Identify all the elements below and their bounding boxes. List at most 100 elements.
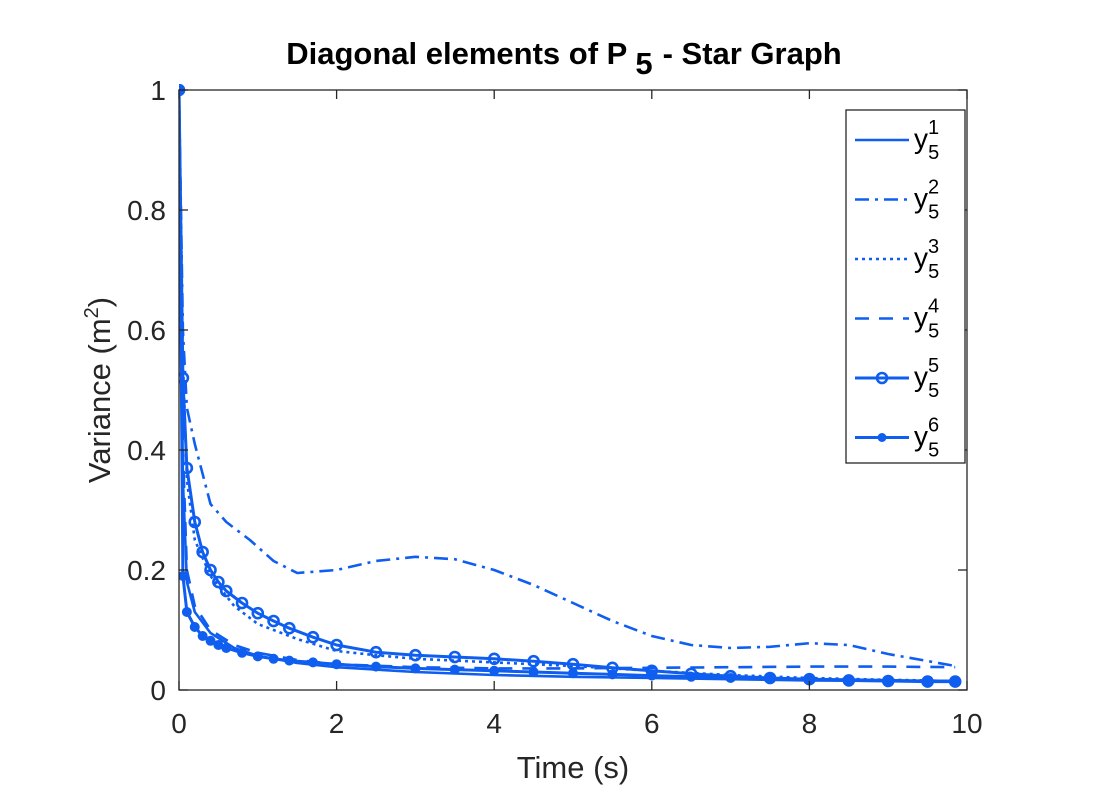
- legend: y1 5y2 5y3 5y4 5y5 5y6 5: [845, 109, 966, 464]
- x-tick-label: 8: [802, 708, 818, 739]
- legend-label-6: y6 5: [914, 415, 939, 462]
- x-tick-label: 6: [644, 708, 660, 739]
- legend-name: y: [914, 242, 928, 273]
- y-axis-label-superscript: 2: [81, 307, 103, 318]
- title-main: Diagonal elements of P: [286, 36, 627, 71]
- data-point: [765, 673, 775, 684]
- y-tick-label: 0.2: [127, 555, 166, 586]
- data-point: [221, 643, 232, 653]
- legend-subscript: 5: [928, 142, 939, 164]
- legend-superscript: 3: [928, 236, 939, 258]
- data-point: [205, 635, 216, 646]
- data-point: [212, 575, 225, 589]
- y-axis-label-suffix: ): [82, 297, 117, 307]
- x-tick-label: 2: [329, 708, 345, 739]
- series-2: [179, 89, 956, 668]
- data-point: [646, 670, 657, 681]
- legend-superscript: 6: [928, 415, 939, 437]
- title-suffix: - Star Graph: [663, 36, 842, 71]
- legend-subscript: 5: [928, 261, 939, 283]
- y-axis-label: Variance (m2): [81, 297, 117, 483]
- data-point: [219, 584, 233, 598]
- legend-superscript: 4: [928, 296, 939, 318]
- data-point: [487, 652, 501, 666]
- data-point: [607, 669, 618, 680]
- legend-subscript: 5: [928, 440, 939, 462]
- data-point: [843, 674, 854, 685]
- data-point: [283, 621, 296, 635]
- y-tick-label: 0: [150, 675, 166, 706]
- data-point: [268, 653, 279, 664]
- data-point: [251, 606, 265, 620]
- x-tick-label: 4: [486, 708, 502, 739]
- data-point: [330, 638, 343, 652]
- title-subscript: 5: [635, 46, 652, 81]
- data-point: [883, 675, 894, 686]
- data-point: [196, 545, 209, 559]
- legend-superscript: 1: [928, 117, 939, 139]
- data-point: [179, 371, 190, 385]
- legend-label-4: y4 5: [914, 296, 939, 343]
- data-point: [449, 664, 460, 675]
- legend-name: y: [914, 421, 928, 452]
- plot-area: [179, 84, 962, 688]
- data-point: [307, 657, 318, 668]
- data-point: [410, 663, 421, 674]
- data-point: [306, 630, 320, 644]
- y-tick-label: 1: [150, 75, 166, 106]
- series-3: [179, 89, 956, 683]
- x-tick-label: 0: [171, 708, 187, 739]
- series-line-2: [179, 89, 956, 668]
- data-point: [237, 647, 248, 658]
- legend-subscript: 5: [928, 321, 939, 343]
- data-point: [489, 665, 500, 676]
- legend-name: y: [914, 302, 928, 333]
- data-point: [369, 645, 383, 659]
- series-line-3: [179, 89, 956, 683]
- legend-label-5: y5 5: [914, 355, 939, 402]
- legend-subscript: 5: [928, 380, 939, 402]
- x-axis-label: Time (s): [517, 750, 630, 785]
- axes-box: [178, 89, 968, 691]
- legend-label-2: y2 5: [914, 177, 939, 224]
- legend-box: [845, 109, 966, 464]
- data-point: [235, 596, 249, 610]
- legend-name: y: [914, 183, 928, 214]
- data-point: [568, 668, 578, 679]
- data-point: [284, 655, 295, 666]
- data-point: [267, 614, 280, 628]
- legend-marker: [875, 371, 889, 385]
- data-point: [181, 607, 192, 617]
- data-point: [371, 661, 381, 672]
- y-tick-label: 0.4: [127, 435, 166, 466]
- data-point: [189, 622, 200, 632]
- data-point: [950, 676, 961, 686]
- data-point: [252, 651, 263, 662]
- data-point: [331, 659, 342, 670]
- data-point: [528, 667, 539, 677]
- data-point: [188, 515, 202, 529]
- legend-name: y: [914, 361, 928, 392]
- data-point: [197, 631, 208, 641]
- data-point: [527, 654, 540, 668]
- data-point: [448, 650, 462, 664]
- y-tick-label: 0.6: [127, 315, 166, 346]
- data-point: [179, 571, 188, 581]
- data-point: [204, 563, 217, 577]
- legend-subscript: 5: [928, 202, 939, 224]
- legend-superscript: 2: [928, 177, 939, 199]
- legend-label-1: y1 5: [914, 117, 939, 164]
- y-tick-label: 0.8: [127, 195, 166, 226]
- y-axis-label-text: Variance (m: [82, 318, 117, 483]
- legend-marker: [877, 433, 887, 442]
- data-point: [686, 671, 697, 682]
- data-point: [725, 673, 736, 683]
- axes: 0 2 4 6 8 10 0 0.2 0.4 0.6 0.8 1 Time (s) Variance (m…: [81, 75, 983, 785]
- legend-name: y: [914, 123, 928, 154]
- legend-label-3: y3 5: [914, 236, 939, 283]
- x-tick-label: 10: [951, 708, 982, 739]
- data-point: [922, 676, 933, 686]
